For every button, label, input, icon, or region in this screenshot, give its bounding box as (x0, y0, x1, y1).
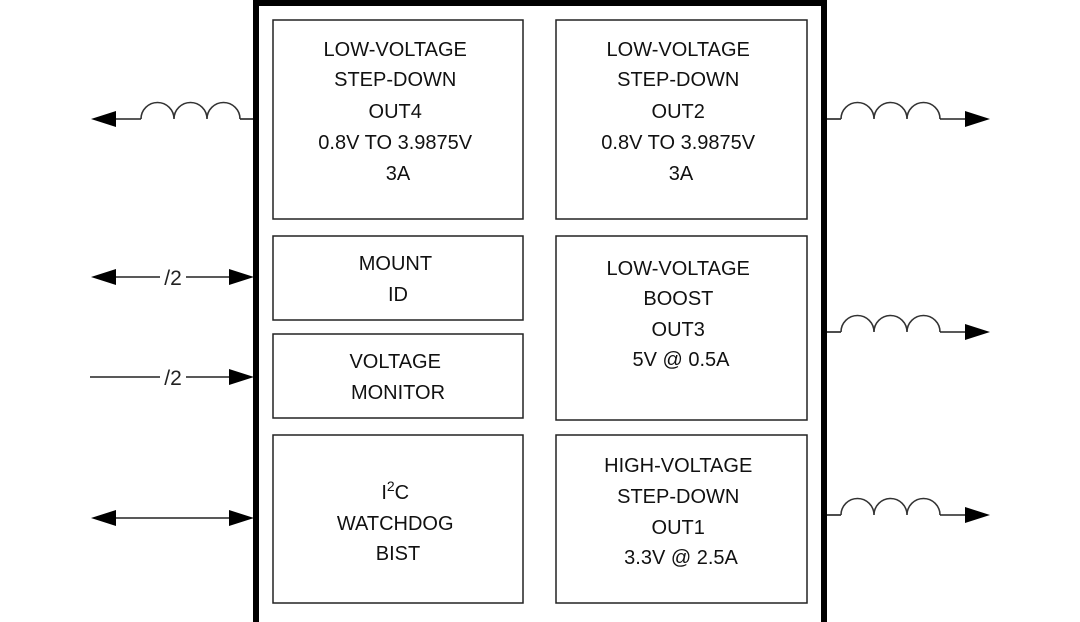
arrowhead-icon (229, 269, 254, 285)
block-out3-text: LOW-VOLTAGE BOOST OUT3 5V @ 0.5A (607, 258, 756, 371)
block-out1-text: HIGH-VOLTAGE STEP-DOWN OUT1 3.3V @ 2.5A (604, 455, 758, 569)
out2-inductor-output (827, 101, 990, 127)
inductor-coil-icon (840, 497, 941, 516)
out3-inductor-output (827, 314, 990, 340)
arrowhead-icon (91, 111, 116, 127)
block-out2-text: LOW-VOLTAGE STEP-DOWN OUT2 0.8V TO 3.987… (601, 39, 760, 185)
out1-inductor-output (827, 497, 990, 523)
inductor-coil-icon (840, 101, 941, 120)
arrowhead-icon (965, 324, 990, 340)
block-voltage-monitor-text: VOLTAGE MONITOR (349, 351, 446, 404)
block-i2c-text: I2C WATCHDOG BIST (337, 478, 459, 565)
out4-inductor-output (91, 101, 253, 127)
voltage-monitor-bus: /2 (90, 367, 254, 390)
arrowhead-icon (229, 510, 254, 526)
block-out2: LOW-VOLTAGE STEP-DOWN OUT2 0.8V TO 3.987… (555, 19, 808, 220)
block-out3: LOW-VOLTAGE BOOST OUT3 5V @ 0.5A (555, 235, 808, 421)
bus-width-label: /2 (164, 267, 182, 290)
inductor-coil-icon (840, 314, 941, 333)
i2c-bus (91, 510, 254, 526)
chip-outline (253, 0, 827, 622)
bus-width-label: /2 (164, 367, 182, 390)
arrowhead-icon (91, 269, 116, 285)
arrowhead-icon (91, 510, 116, 526)
block-out1: HIGH-VOLTAGE STEP-DOWN OUT1 3.3V @ 2.5A (555, 434, 808, 604)
block-i2c-watchdog-bist: I2C WATCHDOG BIST (272, 434, 524, 604)
inductor-coil-icon (140, 101, 241, 120)
mount-id-bus: /2 (91, 267, 254, 290)
block-voltage-monitor: VOLTAGE MONITOR (272, 333, 524, 419)
block-mount-id: MOUNT ID (272, 235, 524, 321)
block-mount-id-text: MOUNT ID (359, 253, 438, 306)
block-out4: LOW-VOLTAGE STEP-DOWN OUT4 0.8V TO 3.987… (272, 19, 524, 220)
arrowhead-icon (965, 507, 990, 523)
block-out4-text: LOW-VOLTAGE STEP-DOWN OUT4 0.8V TO 3.987… (318, 39, 477, 185)
arrowhead-icon (229, 369, 254, 385)
arrowhead-icon (965, 111, 990, 127)
